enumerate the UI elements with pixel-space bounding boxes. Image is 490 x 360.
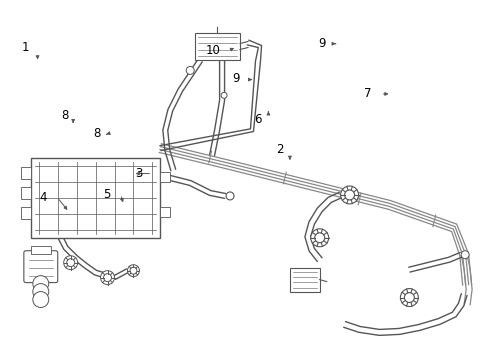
Text: 3: 3 xyxy=(135,167,143,180)
Circle shape xyxy=(130,267,137,274)
Bar xyxy=(31,158,160,238)
Circle shape xyxy=(67,259,74,267)
Text: 8: 8 xyxy=(94,127,101,140)
Text: 6: 6 xyxy=(255,113,262,126)
Text: 5: 5 xyxy=(103,188,111,201)
Bar xyxy=(290,268,319,292)
Circle shape xyxy=(186,67,194,75)
Text: 10: 10 xyxy=(206,44,220,57)
Circle shape xyxy=(103,274,112,282)
Circle shape xyxy=(33,276,49,292)
Circle shape xyxy=(33,292,49,307)
Circle shape xyxy=(404,293,415,302)
Circle shape xyxy=(100,271,115,285)
Text: 4: 4 xyxy=(40,191,48,204)
Circle shape xyxy=(461,251,469,259)
Circle shape xyxy=(33,284,49,300)
Text: 9: 9 xyxy=(233,72,240,85)
Circle shape xyxy=(344,190,355,200)
Circle shape xyxy=(64,256,77,270)
Text: 1: 1 xyxy=(22,41,29,54)
Circle shape xyxy=(311,229,329,247)
Text: 7: 7 xyxy=(365,87,372,100)
Circle shape xyxy=(226,192,234,200)
Text: 9: 9 xyxy=(318,36,325,50)
Circle shape xyxy=(127,265,140,276)
Text: 2: 2 xyxy=(276,143,284,156)
Circle shape xyxy=(400,289,418,306)
Bar xyxy=(195,32,240,60)
Circle shape xyxy=(341,186,359,204)
Bar xyxy=(31,246,51,254)
FancyBboxPatch shape xyxy=(24,251,58,283)
Bar xyxy=(21,187,31,199)
Text: 8: 8 xyxy=(61,109,68,122)
Bar xyxy=(21,167,31,179)
Circle shape xyxy=(315,233,325,243)
Bar xyxy=(21,207,31,219)
Circle shape xyxy=(221,92,227,98)
Bar xyxy=(160,207,171,217)
Bar xyxy=(160,172,171,182)
